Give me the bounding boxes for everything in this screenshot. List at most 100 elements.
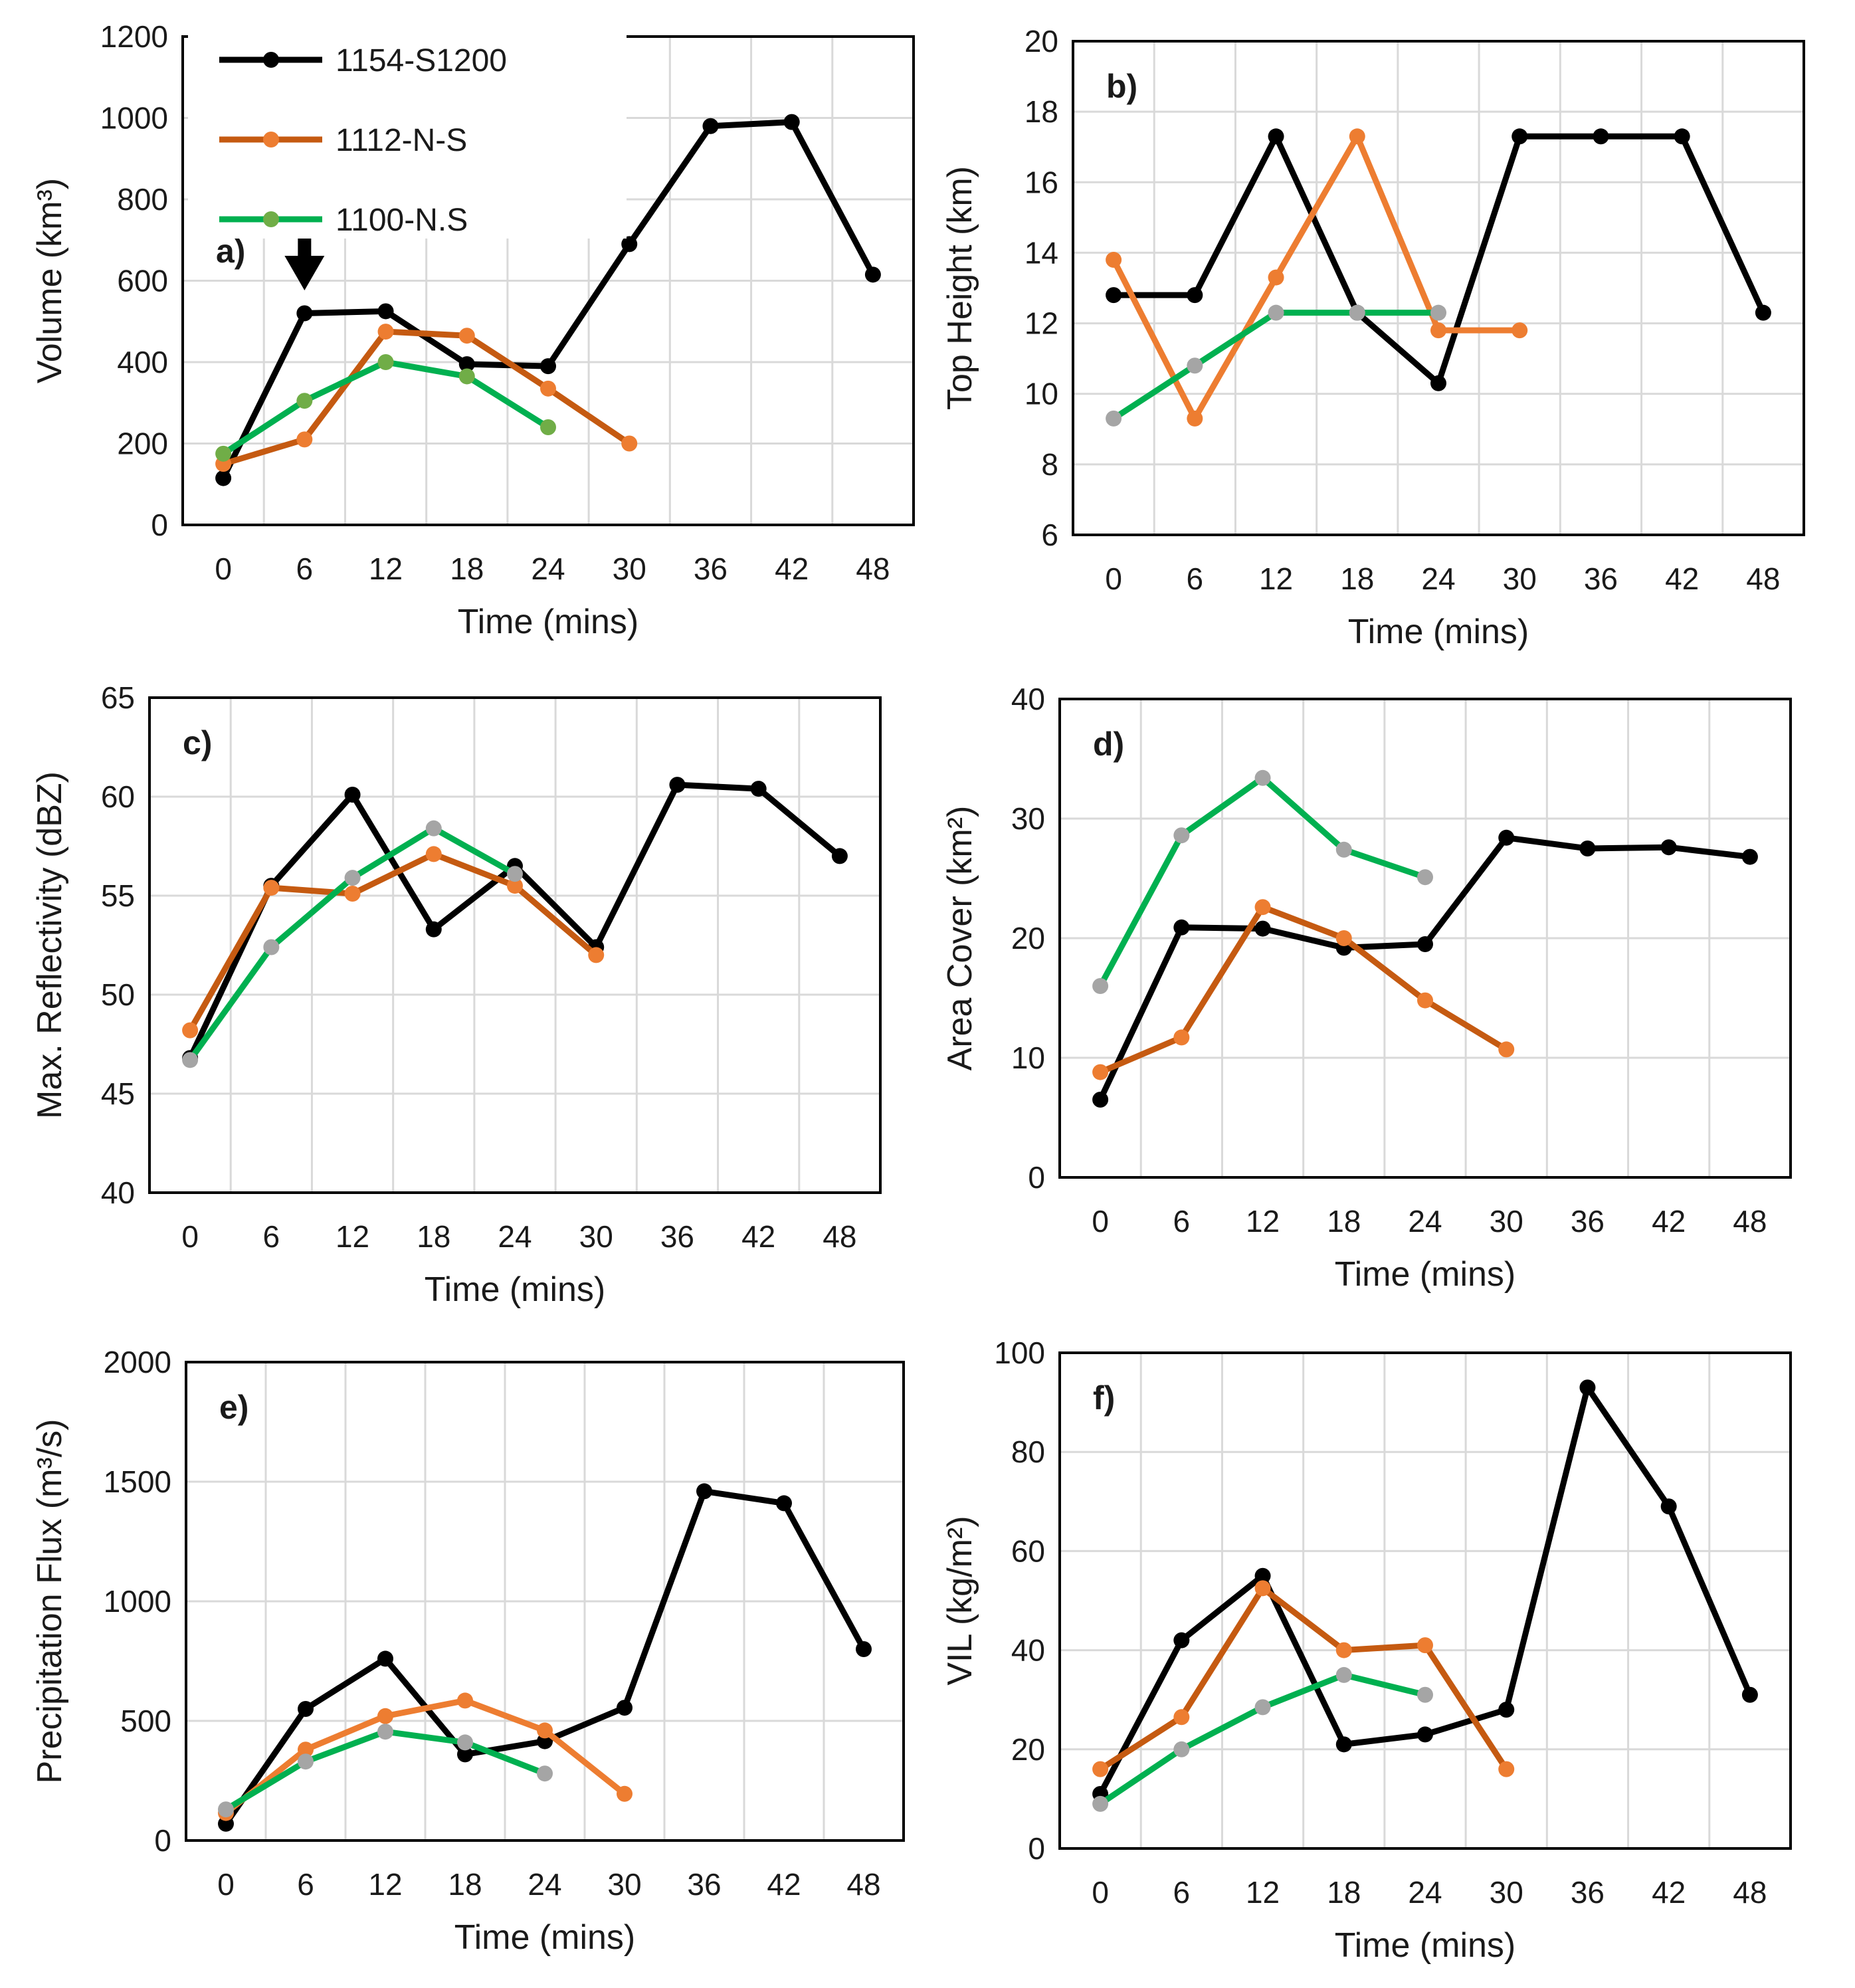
y-axis-title: Max. Reflectivity (dBZ) [31,771,69,1119]
x-tick-label: 12 [369,551,403,586]
x-axis-title: Time (mins) [425,1270,606,1309]
x-tick-label: 18 [417,1219,450,1254]
data-point-1154-s1200 [1417,1726,1433,1743]
data-point-1100-n-s [540,419,556,435]
data-point-1112-n-s [1512,322,1528,339]
data-point-1112-n-s [1187,410,1203,427]
panel-label: f) [1093,1379,1115,1417]
data-point-1100-n-s [215,445,232,462]
data-point-1100-n-s [1268,304,1284,321]
data-point-1154-s1200 [856,1641,872,1657]
series-line-1112-n-s [220,328,633,467]
x-tick-label: 24 [531,551,565,586]
y-tick-label: 80 [1011,1435,1045,1469]
x-tick-label: 18 [450,551,484,586]
data-point-1154-s1200 [696,1483,712,1500]
x-tick-label: 30 [1503,561,1537,596]
series-line-1112-n-s [1097,904,1510,1076]
chart-panel-e: 0 500 1000 1500 2000 0 6 12 18 24 30 36 42 48 Time (mi… [31,1345,905,1957]
y-tick-label: 60 [101,779,135,814]
legend-marker [263,132,279,148]
x-tick-label: 24 [498,1219,532,1254]
data-point-1100-n-s [1349,304,1365,321]
data-point-1112-n-s [296,431,313,448]
x-axis-title: Time (mins) [1335,1926,1516,1965]
data-point-1154-s1200 [457,1746,473,1763]
y-tick-label: 12 [1025,306,1058,341]
data-point-1154-s1200 [831,848,848,864]
legend-background [188,16,627,239]
x-tick-label: 42 [1665,561,1699,596]
data-point-1154-s1200 [1335,1736,1352,1753]
legend-label-1112-n-s: 1112-N-S [336,123,467,158]
data-point-1100-n-s [1417,869,1433,886]
data-point-1154-s1200 [377,1650,393,1667]
data-point-1112-n-s [1498,1761,1515,1777]
y-tick-label: 40 [1011,1633,1045,1668]
data-point-1154-s1200 [1660,839,1677,856]
x-tick-label: 42 [1652,1204,1686,1239]
x-tick-label: 6 [1173,1204,1191,1239]
x-tick-label: 30 [607,1867,641,1902]
data-point-1100-n-s [182,1052,199,1068]
arrow-head [284,256,325,290]
x-tick-label: 42 [1652,1875,1686,1910]
x-tick-label: 30 [613,551,646,586]
x-tick-label: 6 [263,1219,280,1254]
data-point-1154-s1200 [1660,1498,1677,1515]
data-point-1100-n-s [1092,978,1109,994]
y-tick-label: 100 [994,1336,1045,1370]
data-point-1112-n-s [1254,1580,1271,1597]
data-point-1154-s1200 [1512,128,1528,145]
x-tick-label: 30 [1490,1204,1523,1239]
data-point-1154-s1200 [1593,128,1609,145]
y-tick-label: 20 [1011,921,1045,955]
data-point-1112-n-s [377,324,394,340]
data-point-1100-n-s [1187,357,1203,374]
x-tick-label: 0 [217,1867,235,1902]
y-tick-label: 10 [1011,1041,1045,1075]
data-point-1100-n-s [1254,769,1271,786]
y-tick-label: 1500 [104,1464,171,1499]
y-tick-label: 0 [1028,1160,1045,1195]
legend-marker [263,52,279,68]
data-point-1154-s1200 [621,236,638,252]
data-point-1154-s1200 [1173,919,1190,936]
data-point-1154-s1200 [702,118,719,134]
data-point-1154-s1200 [1187,287,1203,304]
data-point-1154-s1200 [1741,1686,1758,1703]
y-tick-label: 50 [101,977,135,1012]
x-tick-label: 36 [1584,561,1618,596]
y-axis-title: Volume (km³) [31,178,69,383]
data-point-1100-n-s [1335,1666,1352,1683]
y-tick-label: 45 [101,1076,135,1111]
x-tick-label: 18 [448,1867,482,1902]
data-point-1100-n-s [377,1724,393,1740]
data-point-1154-s1200 [1579,841,1596,856]
x-tick-label: 36 [660,1219,694,1254]
y-tick-label: 55 [101,878,135,913]
y-tick-label: 40 [1011,682,1045,716]
data-point-1154-s1200 [1254,1567,1271,1584]
series-line-1100-n-s [1097,775,1428,989]
x-tick-label: 12 [1246,1204,1280,1239]
data-point-1154-s1200 [1755,304,1771,321]
x-axis-title: Time (mins) [454,1918,636,1957]
data-point-1100-n-s [1173,1741,1190,1757]
data-point-1112-n-s [1092,1761,1109,1777]
panel-label: e) [219,1389,248,1426]
x-tick-label: 0 [1092,1204,1109,1239]
series-line-1100-n-s [223,1728,548,1813]
x-tick-label: 18 [1327,1204,1361,1239]
data-point-1154-s1200 [215,470,232,486]
y-axis-title: Top Height (km) [941,166,979,410]
y-tick-label: 1200 [100,19,168,54]
x-tick-label: 48 [856,551,890,586]
x-tick-label: 0 [181,1219,199,1254]
data-point-1100-n-s [537,1765,553,1782]
data-point-1100-n-s [458,368,475,385]
data-point-1154-s1200 [750,781,767,797]
data-point-1154-s1200 [1417,936,1433,952]
y-tick-label: 8 [1041,447,1058,482]
x-tick-label: 36 [694,551,728,586]
